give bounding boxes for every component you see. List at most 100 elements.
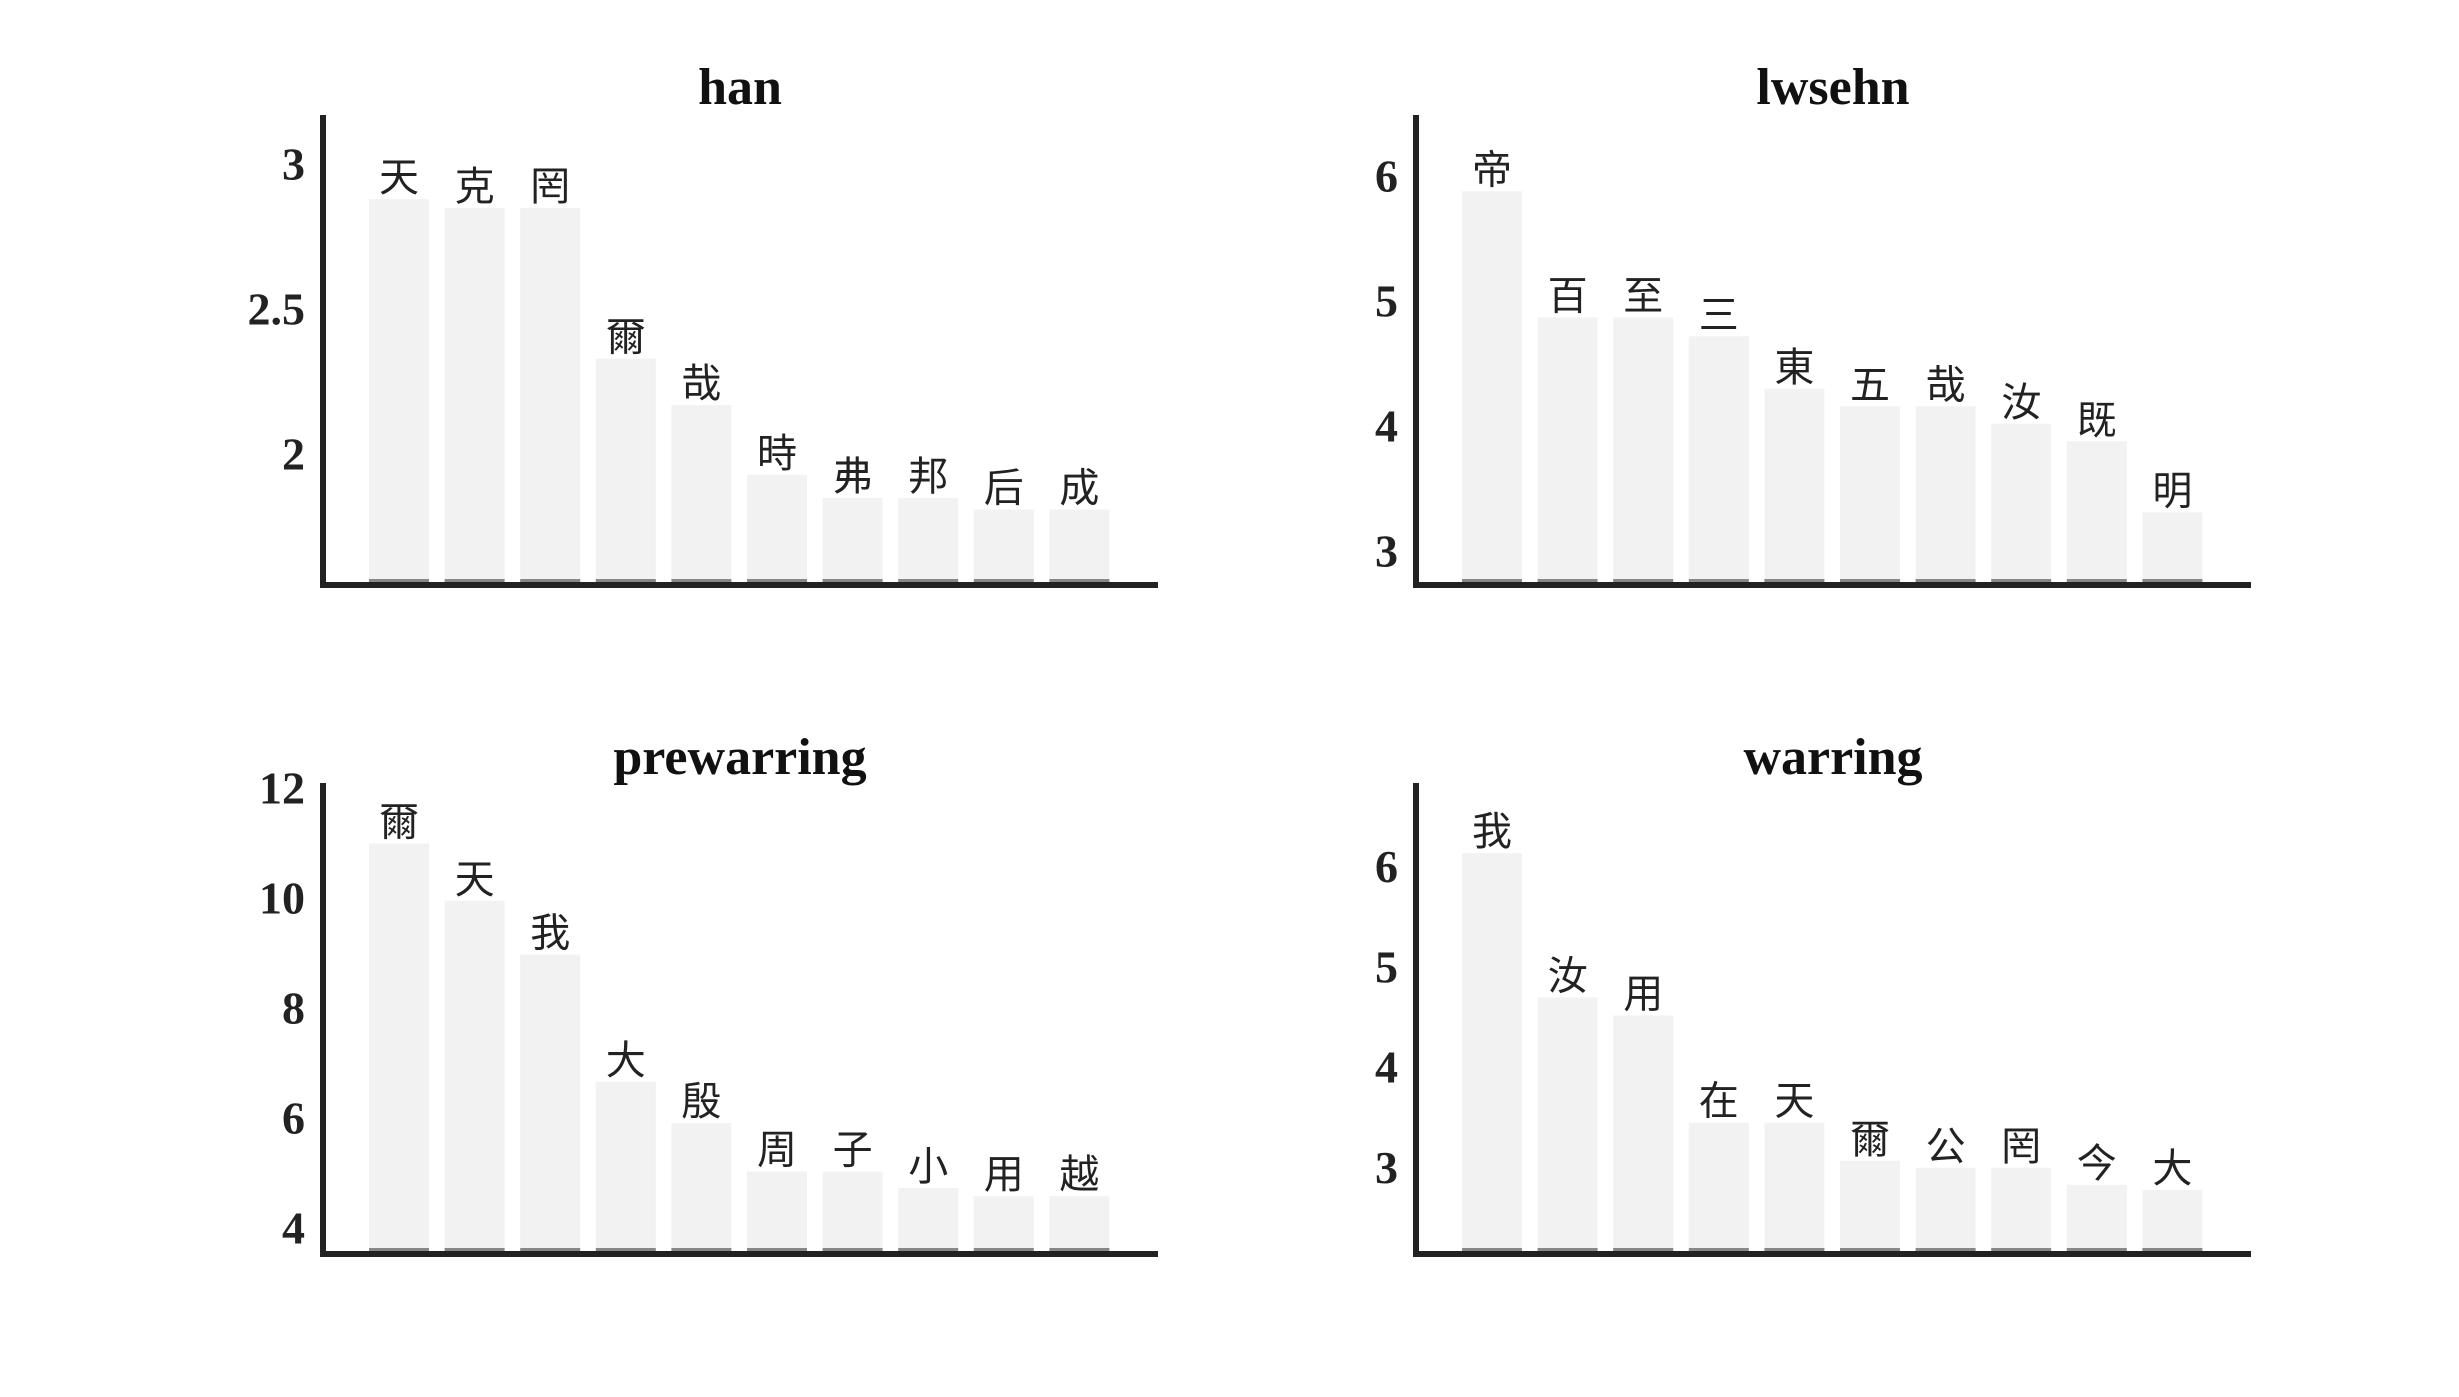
y-tick-label: 8 (282, 983, 305, 1034)
bar-label: 東 (1774, 345, 1814, 391)
bar-三 (1688, 336, 1749, 585)
bar-罔 (1991, 1167, 2052, 1254)
panel-title: prewarring (613, 729, 866, 786)
y-tick-label: 12 (259, 763, 305, 814)
y-tick-label: 3 (282, 138, 305, 189)
bar-base (1537, 579, 1598, 582)
bar-base (1613, 1248, 1674, 1251)
bar-label: 汝 (1548, 953, 1588, 999)
bar-base (747, 579, 807, 582)
bar-label: 既 (2077, 397, 2117, 443)
bar-天 (444, 900, 505, 1254)
bar-label: 殷 (681, 1079, 721, 1125)
bar-base (822, 1248, 883, 1251)
chart-panel-han: han 天克罔爾哉時弗邦后成 2 2.5 3 (248, 59, 1158, 588)
bar-base (973, 1248, 1034, 1251)
bar-label: 弗 (833, 454, 873, 500)
bar-label: 罔 (530, 164, 570, 210)
bar-label: 汝 (2001, 380, 2041, 426)
bar-base (973, 579, 1034, 582)
bar-label: 至 (1623, 274, 1663, 320)
bar-label: 小 (908, 1144, 948, 1190)
bar-base (898, 1248, 959, 1251)
bar-label: 五 (1850, 362, 1890, 408)
bar-東 (1764, 388, 1825, 585)
bar-label: 周 (757, 1127, 797, 1173)
bar-百 (1537, 317, 1598, 585)
bar-base (822, 579, 883, 582)
bar-至 (1613, 317, 1674, 585)
bar-label: 天 (1774, 1079, 1814, 1125)
bar-用 (1613, 1015, 1674, 1254)
bar-base (2142, 579, 2203, 582)
bar-label: 明 (2152, 469, 2192, 515)
bar-base (1840, 1248, 1900, 1251)
bar-label: 用 (984, 1152, 1024, 1198)
bar-爾 (369, 843, 429, 1254)
bar-label: 用 (1623, 971, 1663, 1017)
bar-明 (2142, 512, 2203, 585)
bar-label: 爾 (379, 800, 419, 846)
bar-邦 (898, 497, 959, 585)
bar-label: 克 (455, 164, 495, 210)
bar-base (520, 1248, 581, 1251)
bar-汝 (1991, 423, 2052, 585)
bar-base (1764, 579, 1825, 582)
bar-克 (444, 207, 505, 585)
axis-lines (1413, 783, 2251, 1257)
y-tick-label: 2 (282, 428, 305, 479)
y-tick-label: 5 (1375, 275, 1398, 326)
bar-base (1613, 579, 1674, 582)
bar-base (1688, 1248, 1749, 1251)
bar-label: 大 (606, 1038, 646, 1084)
bar-base (671, 579, 732, 582)
bar-base (898, 579, 959, 582)
panel-title: warring (1743, 729, 1922, 786)
y-tick-label: 3 (1375, 1142, 1398, 1193)
bar-殷 (671, 1123, 732, 1254)
bar-base (1537, 1248, 1598, 1251)
y-tick-label: 4 (1375, 1042, 1398, 1093)
bar-base (1764, 1248, 1825, 1251)
bar-label: 哉 (1926, 362, 1966, 408)
bar-base (369, 579, 429, 582)
y-tick-label: 6 (1375, 841, 1398, 892)
bar-label: 公 (1926, 1124, 1966, 1170)
bar-我 (1462, 853, 1522, 1254)
y-tick-label: 6 (1375, 150, 1398, 201)
y-tick-label: 10 (259, 873, 305, 924)
bar-base (1688, 579, 1749, 582)
bar-base (2142, 1248, 2203, 1251)
bar-大 (595, 1081, 656, 1254)
bar-后 (973, 509, 1034, 585)
bar-base (2066, 579, 2127, 582)
bar-base (1840, 579, 1900, 582)
chart-panel-lwsehn: lwsehn 帝百至三東五哉汝既明 3 4 5 6 (1375, 59, 2251, 588)
y-tick-label: 5 (1375, 941, 1398, 992)
y-tick-label: 4 (1375, 400, 1398, 451)
bar-label: 天 (379, 155, 419, 201)
bar-爾 (595, 358, 656, 585)
bar-base (1462, 1248, 1522, 1251)
y-tick-label: 2.5 (248, 283, 306, 334)
bar-帝 (1462, 191, 1522, 585)
bar-label: 爾 (1850, 1117, 1890, 1163)
bar-汝 (1537, 997, 1598, 1254)
bar-label: 在 (1699, 1079, 1739, 1125)
bar-label: 百 (1548, 274, 1588, 320)
bar-哉 (671, 405, 732, 585)
bar-base (747, 1248, 807, 1251)
y-tick-label: 6 (282, 1093, 305, 1144)
bar-天 (1764, 1122, 1825, 1254)
bar-越 (1049, 1196, 1110, 1254)
bar-base (671, 1248, 732, 1251)
bar-既 (2066, 441, 2127, 585)
bar-罔 (520, 207, 581, 585)
bar-base (2066, 1248, 2127, 1251)
chart-panel-prewarring: prewarring 爾天我大殷周子小用越 4 6 8 10 12 (259, 729, 1158, 1257)
bar-成 (1049, 509, 1110, 585)
bar-label: 我 (530, 911, 570, 957)
bar-base (1049, 1248, 1110, 1251)
bar-label: 三 (1699, 292, 1739, 338)
